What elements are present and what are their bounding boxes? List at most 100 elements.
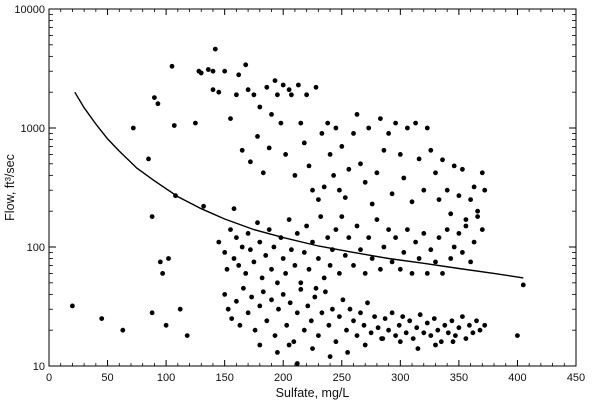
scatter-point	[475, 208, 480, 214]
scatter-point	[438, 339, 444, 345]
scatter-point	[389, 191, 395, 197]
scatter-point	[243, 271, 249, 276]
scatter-point	[435, 327, 441, 333]
scatter-point	[289, 92, 294, 98]
scatter-point	[171, 123, 177, 128]
x-tick-label: 100	[157, 372, 175, 384]
scatter-point	[160, 271, 166, 276]
scatter-point	[416, 256, 422, 261]
scatter-point	[421, 187, 427, 193]
scatter-point	[386, 131, 391, 136]
scatter-point	[301, 327, 307, 333]
scatter-point	[386, 327, 391, 333]
scatter-point	[269, 112, 274, 117]
scatter-point	[289, 247, 294, 253]
scatter-point	[374, 170, 380, 176]
scatter-point	[310, 239, 315, 245]
scatter-point	[321, 184, 327, 190]
scatter-point	[401, 250, 407, 255]
scatter-point	[255, 220, 260, 226]
scatter-point	[237, 322, 243, 328]
scatter-point	[433, 342, 438, 348]
scatter-point	[70, 303, 75, 309]
scatter-point	[304, 92, 309, 98]
scatter-point	[354, 223, 360, 229]
scatter-point	[280, 292, 286, 297]
scatter-point	[463, 336, 469, 341]
scatter-point	[342, 253, 348, 258]
scatter-point	[234, 235, 239, 241]
scatter-point	[381, 244, 387, 250]
scatter-point	[351, 318, 356, 324]
scatter-point	[414, 325, 420, 331]
scatter-point	[298, 120, 304, 126]
scatter-point	[313, 285, 319, 291]
scatter-point	[249, 294, 255, 300]
scatter-point	[479, 227, 485, 233]
scatter-point	[339, 214, 345, 220]
scatter-point	[463, 223, 469, 229]
scatter-point	[375, 325, 381, 331]
scatter-point	[468, 197, 473, 203]
scatter-point	[276, 306, 281, 312]
scatter-point	[396, 322, 402, 328]
scatter-point	[99, 316, 105, 321]
scatter-point	[245, 87, 251, 93]
scatter-point	[450, 339, 456, 345]
scatter-point	[337, 187, 342, 193]
scatter-point	[225, 306, 231, 312]
x-tick-label: 200	[274, 372, 292, 384]
scatter-point	[152, 95, 157, 100]
scatter-point	[236, 263, 242, 268]
scatter-point	[456, 325, 462, 331]
scatter-point	[393, 235, 398, 241]
x-tick-label: 50	[101, 372, 113, 384]
scatter-point	[316, 197, 321, 203]
scatter-point	[428, 247, 434, 253]
scatter-point	[330, 306, 335, 312]
scatter-point	[323, 289, 328, 295]
scatter-point	[428, 147, 434, 153]
scatter-point	[456, 231, 462, 236]
scatter-point	[449, 318, 455, 324]
scatter-point	[417, 312, 423, 318]
scatter-point	[428, 333, 434, 338]
scatter-point	[468, 259, 473, 265]
scatter-point	[149, 310, 155, 316]
scatter-point	[413, 239, 418, 245]
scatter-point	[120, 327, 126, 333]
scatter-point	[424, 125, 430, 131]
scatter-point	[409, 199, 415, 205]
scatter-point	[453, 333, 458, 338]
scatter-point	[231, 256, 237, 261]
scatter-point	[358, 247, 363, 253]
scatter-point	[470, 330, 476, 336]
scatter-point	[520, 282, 526, 288]
scatter-point	[409, 271, 415, 276]
scatter-point	[278, 120, 284, 126]
x-tick-label: 400	[508, 372, 526, 384]
scatter-point	[301, 250, 307, 255]
scatter-point	[231, 206, 237, 212]
scatter-point	[451, 244, 457, 250]
scatter-point	[283, 271, 288, 276]
scatter-point	[386, 227, 391, 233]
x-tick-label: 300	[391, 372, 409, 384]
scatter-point	[243, 62, 249, 68]
scatter-point	[451, 163, 457, 169]
scatter-point	[177, 306, 183, 312]
scatter-point	[216, 89, 222, 95]
scatter-point	[264, 84, 270, 90]
scatter-point	[283, 152, 288, 157]
scatter-point	[236, 72, 242, 78]
scatter-point	[269, 266, 274, 272]
scatter-point	[477, 327, 483, 333]
scatter-point	[333, 339, 339, 345]
scatter-point	[222, 292, 228, 297]
scatter-point	[389, 310, 395, 316]
scatter-point	[413, 120, 418, 126]
scatter-point	[436, 197, 442, 203]
scatter-point	[358, 161, 363, 167]
scatter-point	[296, 82, 301, 88]
scatter-point	[362, 271, 368, 276]
